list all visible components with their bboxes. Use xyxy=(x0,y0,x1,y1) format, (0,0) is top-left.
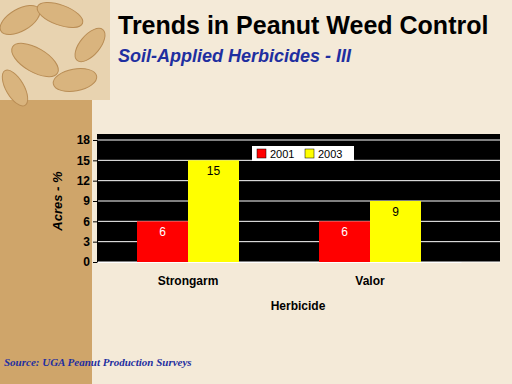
bar xyxy=(188,160,239,262)
y-tick-mark xyxy=(93,242,97,243)
legend-label: 2001 xyxy=(270,148,294,160)
y-tick: 18 xyxy=(77,133,97,147)
background xyxy=(0,0,512,384)
y-tick-label: 0 xyxy=(83,255,90,269)
x-tick-label: Valor xyxy=(355,274,385,288)
y-tick-label: 9 xyxy=(83,194,90,208)
legend-swatch xyxy=(305,149,314,158)
y-tick: 0 xyxy=(83,255,97,269)
y-tick-label: 3 xyxy=(83,235,90,249)
legend-label: 2003 xyxy=(318,148,342,160)
bars xyxy=(137,160,421,262)
y-tick-label: 18 xyxy=(77,133,91,147)
peanut xyxy=(69,23,110,66)
plot-area xyxy=(97,134,500,262)
chart: Trends in Peanut Weed Control Soil-Applie… xyxy=(0,0,512,384)
data-label: 6 xyxy=(341,225,348,239)
y-tick-label: 6 xyxy=(83,215,90,229)
y-axis-line xyxy=(93,141,98,263)
y-tick-mark xyxy=(93,181,97,182)
y-tick-label: 15 xyxy=(77,154,91,168)
x-tick-label: Strongarm xyxy=(158,274,219,288)
x-axis-line xyxy=(98,262,462,263)
bar xyxy=(370,201,421,262)
x-axis-title: Herbicide xyxy=(271,299,326,313)
title: Trends in Peanut Weed Control xyxy=(118,11,488,39)
source-note: Source: UGA Peanut Production Surveys xyxy=(4,356,192,368)
y-tick-label: 12 xyxy=(77,174,91,188)
legend-swatch xyxy=(257,149,266,158)
y-axis: 0 3 6 9 12 15 18 xyxy=(77,133,98,269)
data-labels: 6 6 15 9 xyxy=(159,164,399,239)
y-tick-mark xyxy=(93,201,97,202)
bar xyxy=(319,221,370,262)
y-tick-mark xyxy=(93,221,97,222)
subtitle: Soil-Applied Herbicides - III xyxy=(118,46,352,66)
x-tick: Valor xyxy=(355,262,385,288)
data-label: 6 xyxy=(159,225,166,239)
grid-line xyxy=(97,140,500,141)
peanut xyxy=(0,66,33,110)
y-tick-mark xyxy=(93,140,97,141)
bar xyxy=(137,221,188,262)
y-axis-title: Acres - % xyxy=(50,171,65,232)
grid xyxy=(97,140,500,262)
legend: 2001 2003 xyxy=(252,146,354,161)
x-tick: Strongarm xyxy=(158,262,219,288)
y-tick-mark xyxy=(93,262,97,263)
data-label: 15 xyxy=(207,164,221,178)
data-label: 9 xyxy=(392,205,399,219)
peanut-image xyxy=(0,0,111,110)
peanut xyxy=(51,65,98,94)
y-tick: 9 xyxy=(83,194,97,208)
y-tick-mark xyxy=(93,160,97,161)
peanut xyxy=(34,0,86,33)
y-tick: 12 xyxy=(77,174,97,188)
x-axis: Strongarm Valor xyxy=(98,262,462,288)
y-tick: 15 xyxy=(77,154,97,168)
grid-line xyxy=(97,180,500,181)
y-tick: 3 xyxy=(83,235,97,249)
y-tick: 6 xyxy=(83,215,97,229)
grid-line xyxy=(97,201,500,202)
legend-box xyxy=(252,146,354,161)
